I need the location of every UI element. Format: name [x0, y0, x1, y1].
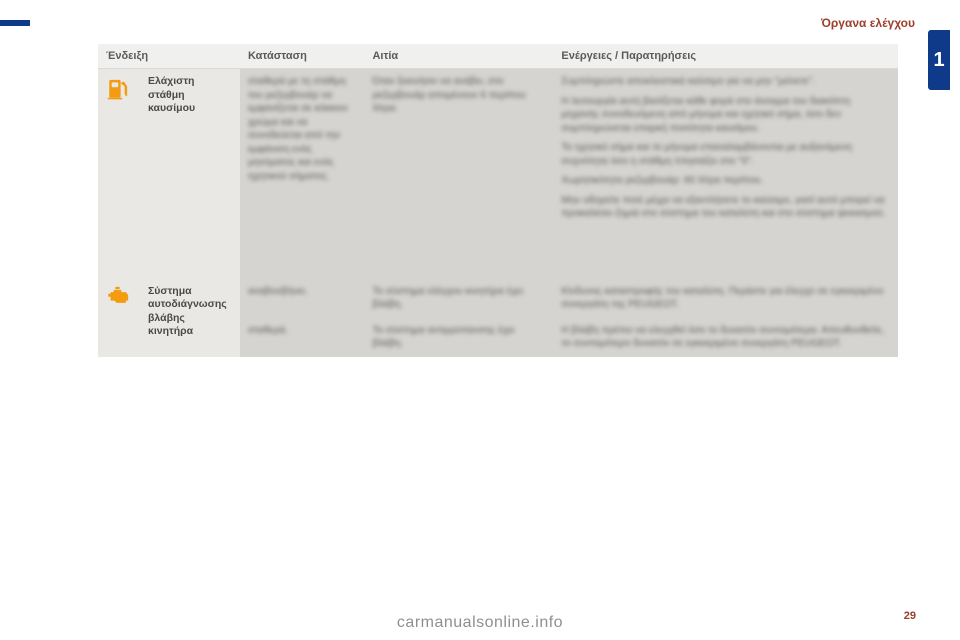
- cause-cell: Το σύστημα ελέγχου κινητήρα έχει βλάβη.: [364, 279, 553, 318]
- indicator-label: Ελάχιστη στάθμη καυσίμου: [140, 69, 240, 279]
- indicator-label: Σύστημα αυτοδιάγνωσης βλάβης κινητήρα: [140, 279, 240, 357]
- indicators-table: Ένδειξη Κατάσταση Αιτία Ενέργειες / Παρα…: [98, 44, 898, 357]
- blurred-text: Κίνδυνος καταστροφής του καταλύτη. Περάσ…: [561, 285, 890, 312]
- fuel-pump-icon: [106, 75, 132, 101]
- blurred-text: Όταν ξεκινήσει να ανάβει, στο ρεζερβουάρ…: [372, 75, 545, 116]
- th-actions: Ενέργειες / Παρατηρήσεις: [553, 44, 898, 69]
- blurred-text: σταθερά.: [248, 324, 357, 338]
- th-status: Κατάσταση: [240, 44, 365, 69]
- page: Όργανα ελέγχου 1 Ένδειξη Κατάσταση Αιτία…: [0, 0, 960, 640]
- blue-accent-strip: [0, 20, 30, 26]
- watermark: carmanualsonline.info: [0, 614, 960, 632]
- actions-cell: Η βλάβη πρέπει να ελεγχθεί όσο το δυνατό…: [553, 318, 898, 357]
- th-indicator: Ένδειξη: [98, 44, 240, 69]
- blurred-text: Η βλάβη πρέπει να ελεγχθεί όσο το δυνατό…: [561, 324, 890, 351]
- status-cell: σταθερά.: [240, 318, 365, 357]
- actions-cell: Συμπληρώστε αποκλειστικά καύσιμο για να …: [553, 69, 898, 279]
- blurred-text: Το σύστημα ελέγχου κινητήρα έχει βλάβη.: [372, 285, 545, 312]
- status-cell: σταθερά με τη στάθμη του ρεζερβουάρ να ε…: [240, 69, 365, 279]
- blurred-text: Το σύστημα αντιρρύπανσης έχει βλάβη.: [372, 324, 545, 351]
- chapter-tab: 1: [928, 30, 950, 90]
- cause-cell: Όταν ξεκινήσει να ανάβει, στο ρεζερβουάρ…: [364, 69, 553, 279]
- table-header-row: Ένδειξη Κατάσταση Αιτία Ενέργειες / Παρα…: [98, 44, 898, 69]
- status-cell: αναβοσβήνει.: [240, 279, 365, 318]
- blurred-text: Συμπληρώστε αποκλειστικά καύσιμο για να …: [561, 75, 890, 221]
- blurred-text: αναβοσβήνει.: [248, 285, 357, 299]
- icon-cell: [98, 69, 140, 279]
- table-row: Σύστημα αυτοδιάγνωσης βλάβης κινητήρα αν…: [98, 279, 898, 318]
- actions-cell: Κίνδυνος καταστροφής του καταλύτη. Περάσ…: [553, 279, 898, 318]
- table-row: Ελάχιστη στάθμη καυσίμου σταθερά με τη σ…: [98, 69, 898, 279]
- cause-cell: Το σύστημα αντιρρύπανσης έχει βλάβη.: [364, 318, 553, 357]
- blurred-text: σταθερά με τη στάθμη του ρεζερβουάρ να ε…: [248, 75, 357, 183]
- icon-cell: [98, 279, 140, 357]
- th-cause: Αιτία: [364, 44, 553, 69]
- engine-icon: [106, 285, 132, 307]
- section-title: Όργανα ελέγχου: [821, 16, 915, 30]
